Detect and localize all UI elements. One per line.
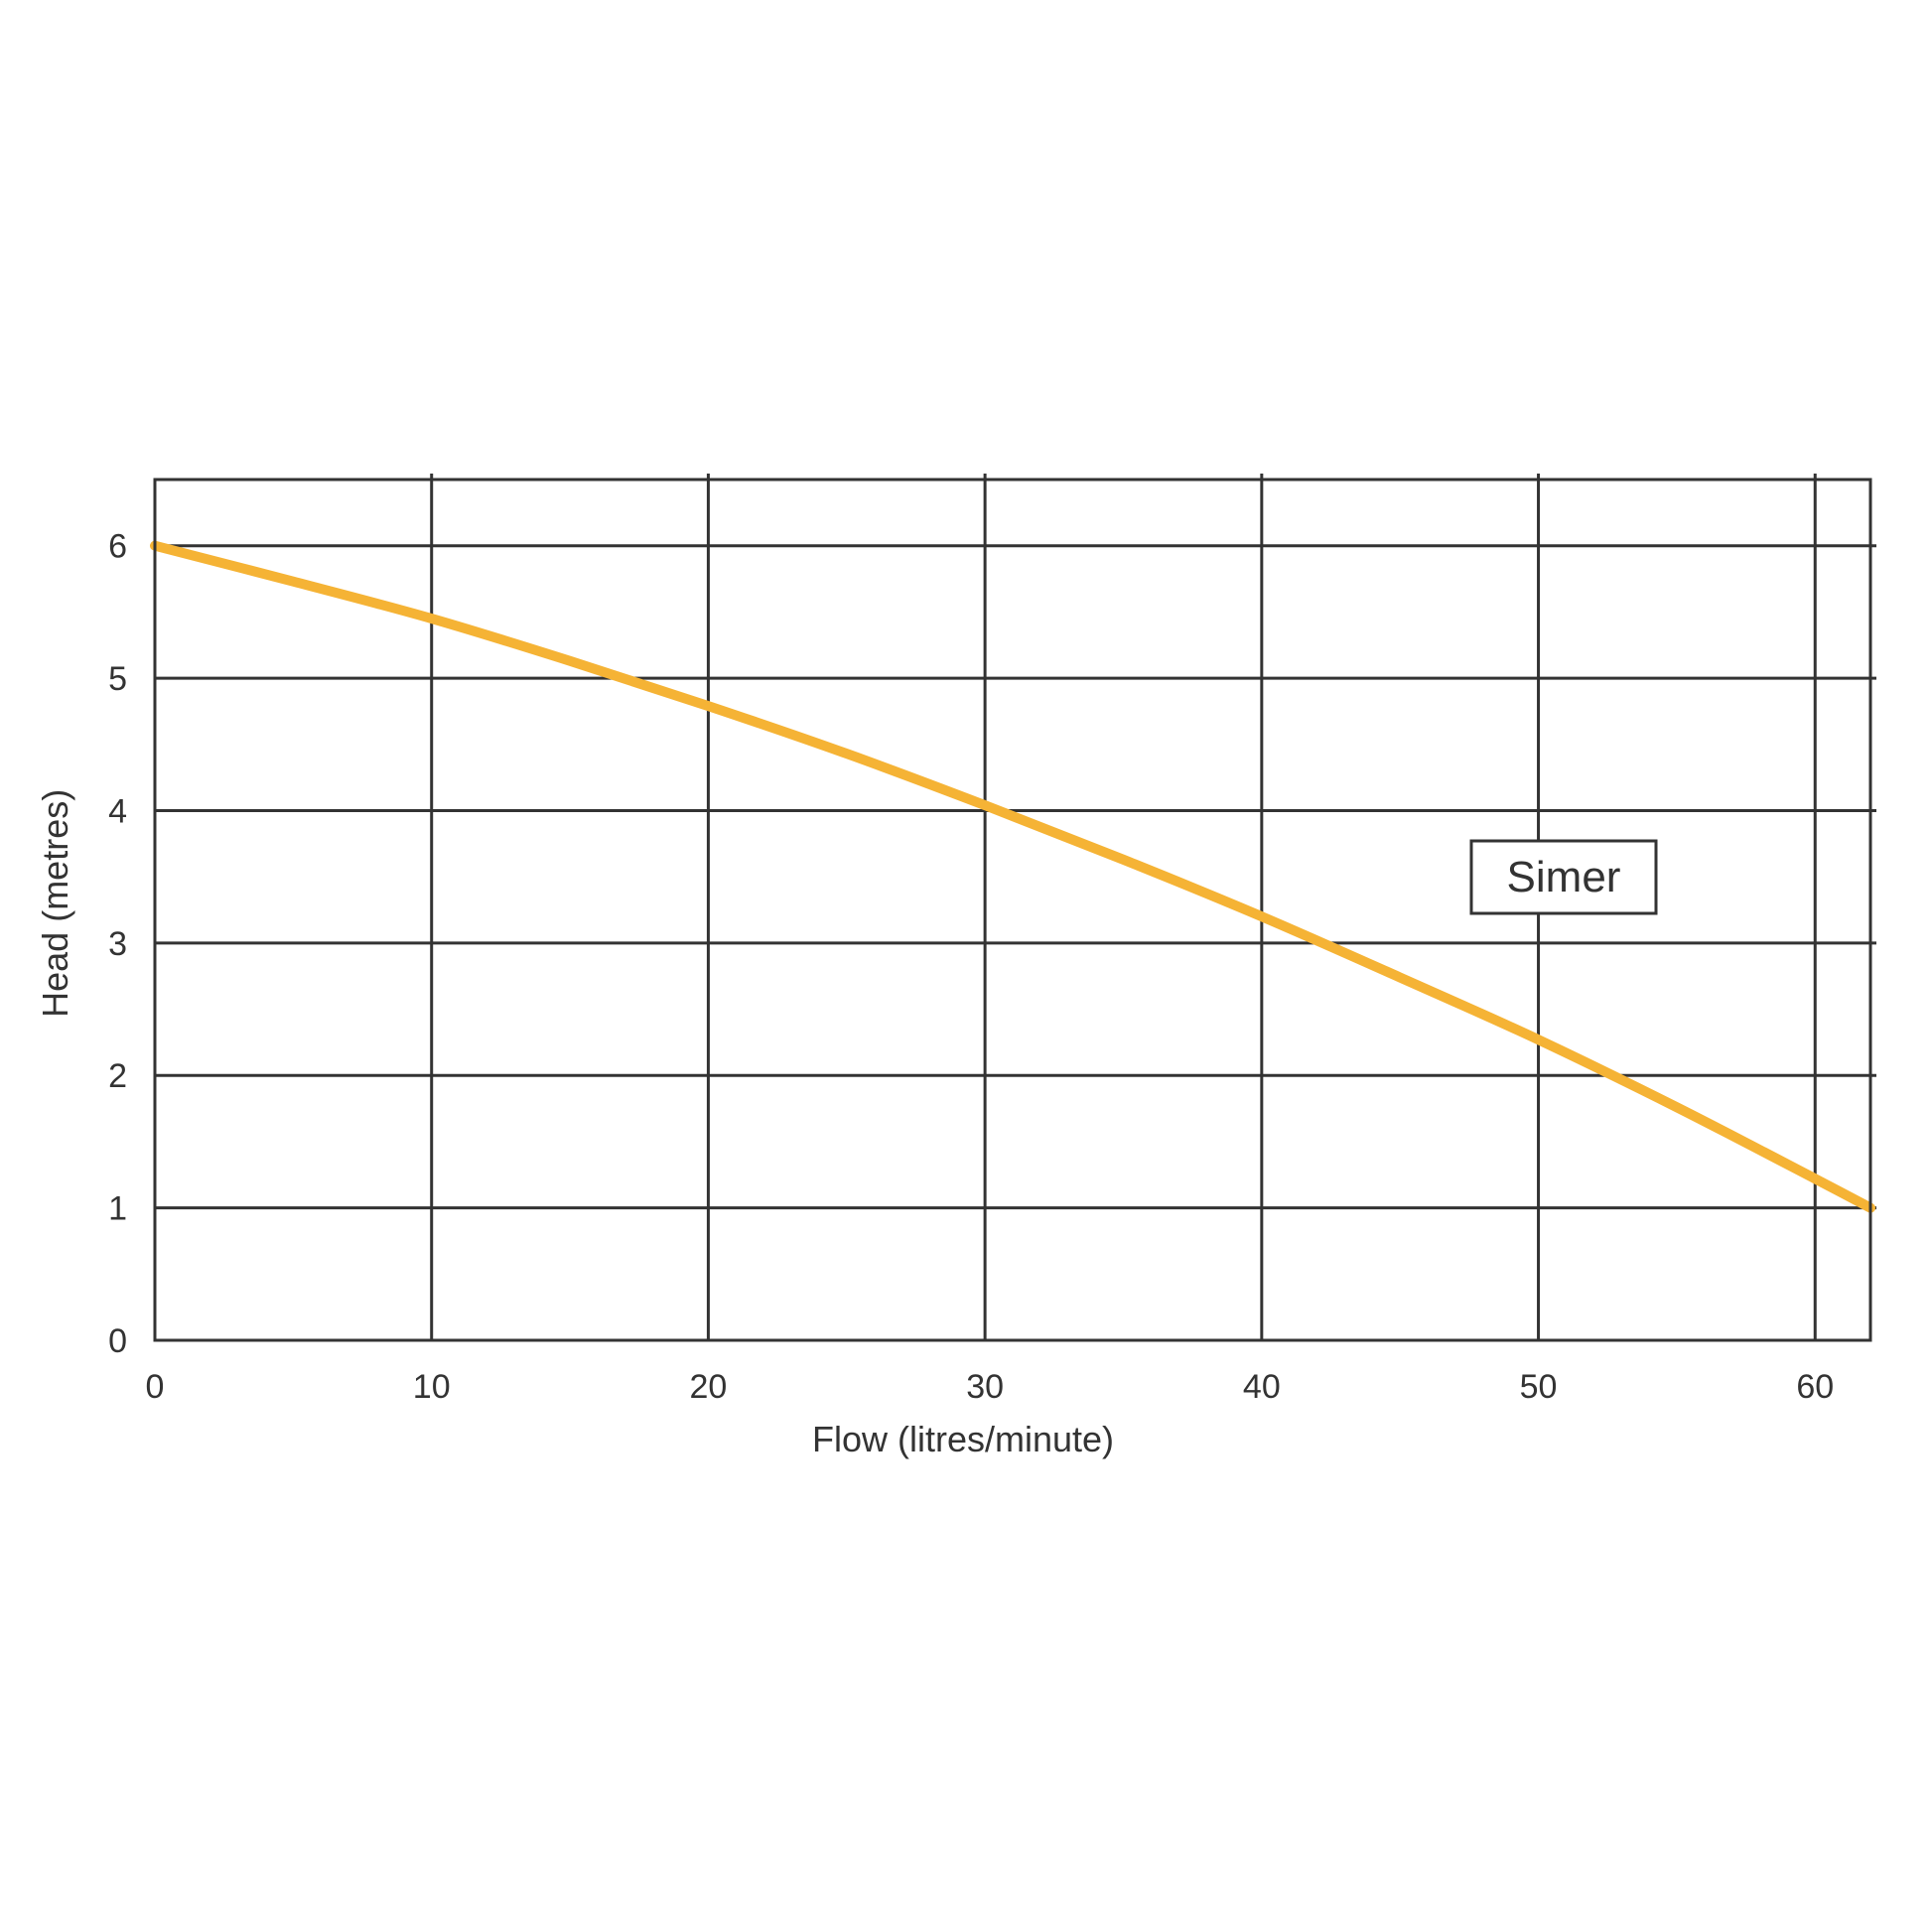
x-tick-label-6: 60 [1796,1368,1834,1406]
y-axis-title: Head (metres) [35,789,75,1018]
legend: Simer [1469,839,1658,915]
y-tick-label-3: 3 [108,925,127,963]
y-tick-label-4: 4 [108,792,127,830]
y-tick-label-1: 1 [108,1190,127,1228]
x-tick-label-1: 10 [413,1368,451,1406]
x-tick-label-0: 0 [146,1368,165,1406]
legend-label-simer: Simer [1507,853,1621,901]
x-tick-label-3: 30 [966,1368,1004,1406]
series-line-0 [150,540,1875,1213]
series-lines [150,540,1875,1213]
legend-box [1469,839,1658,915]
x-tick-label-4: 40 [1243,1368,1281,1406]
y-tick-label-0: 0 [108,1322,127,1360]
y-tick-label-5: 5 [108,660,127,698]
tick-labels: 0 10 20 30 40 50 60 0 1 2 3 4 5 6 [108,528,1834,1406]
x-tick-label-5: 50 [1520,1368,1558,1406]
x-tick-label-2: 20 [690,1368,728,1406]
plot-frame [153,478,1872,1342]
y-tick-label-2: 2 [108,1057,127,1095]
x-axis-title: Flow (litres/minute) [812,1419,1114,1459]
y-tick-label-6: 6 [108,528,127,566]
